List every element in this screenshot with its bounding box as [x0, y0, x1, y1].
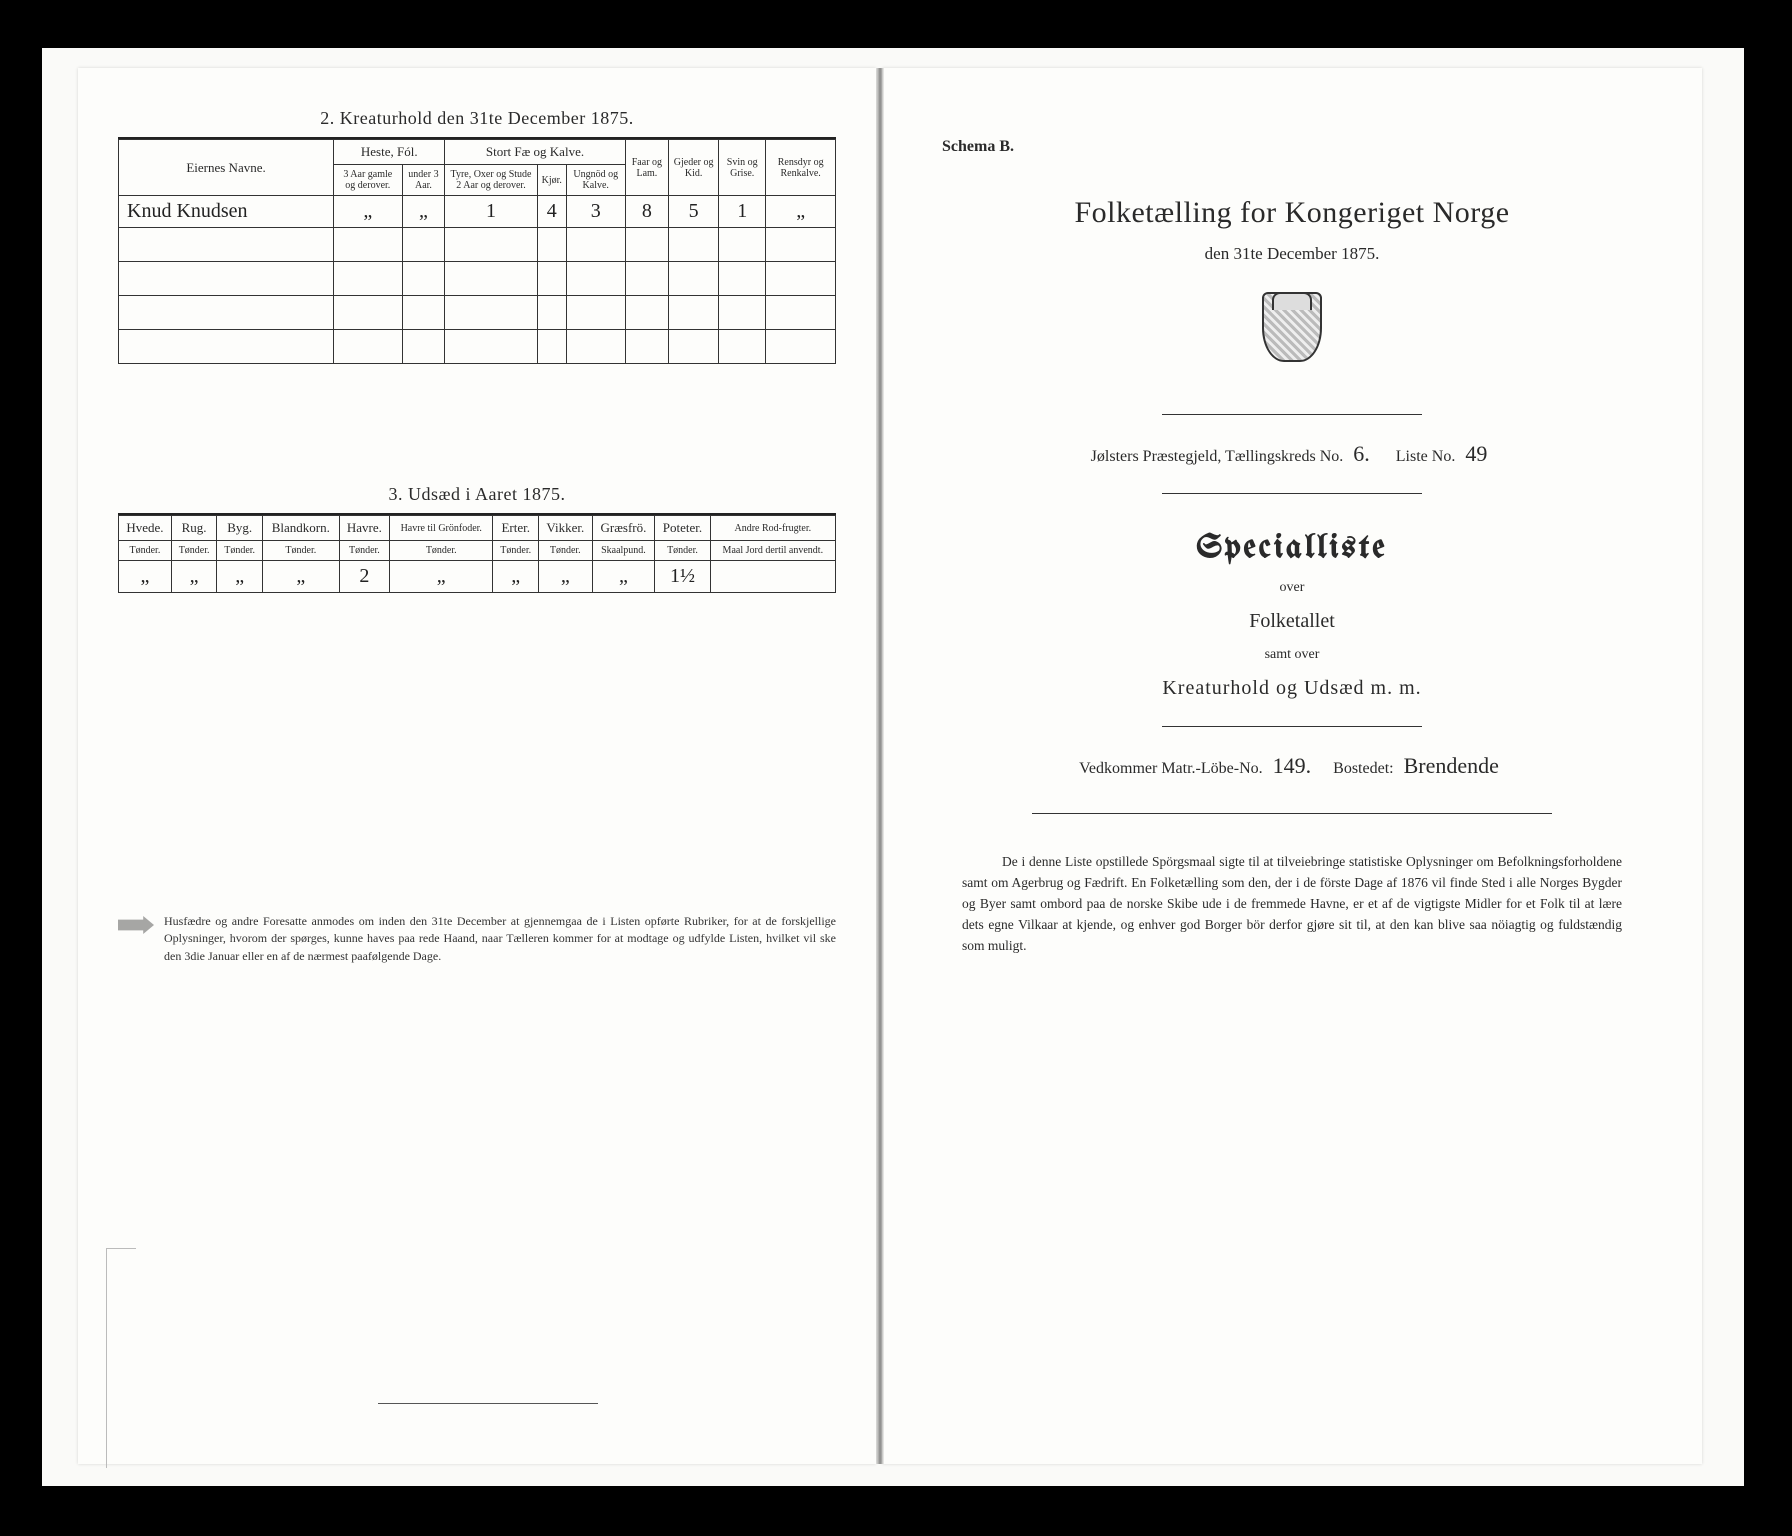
cell: 1	[445, 196, 537, 228]
cell	[710, 561, 835, 593]
cell: „	[493, 561, 539, 593]
col-c3: Ungnöd og Kalve.	[566, 165, 625, 196]
footnote-text: Husfædre og andre Foresatte anmodes om i…	[164, 913, 836, 965]
col: Græsfrö.	[592, 516, 655, 541]
left-page: 2. Kreaturhold den 31te December 1875. E…	[78, 68, 876, 1464]
col: Hvede.	[119, 516, 172, 541]
unit: Tønder.	[119, 541, 172, 561]
table-row	[119, 228, 836, 262]
col-h1: 3 Aar gamle og derover.	[334, 165, 402, 196]
cell: „	[402, 196, 445, 228]
right-page: Schema B. Folketælling for Kongeriget No…	[882, 68, 1702, 1464]
scan-background: 2. Kreaturhold den 31te December 1875. E…	[42, 48, 1744, 1486]
kreatur-label: Kreaturhold og Udsæd m. m.	[932, 677, 1652, 700]
folketallet-label: Folketallet	[932, 610, 1652, 633]
kreds-no: 6.	[1347, 441, 1376, 466]
cell: „	[217, 561, 263, 593]
col: Blandkorn.	[262, 516, 339, 541]
col-owners: Eiernes Navne.	[119, 140, 334, 196]
divider	[1032, 813, 1552, 814]
matr-no: 149.	[1267, 753, 1318, 778]
col-c1: Tyre, Oxer og Stude 2 Aar og derover.	[445, 165, 537, 196]
cell: 3	[566, 196, 625, 228]
cell: „	[766, 196, 836, 228]
table-row: „ „ „ „ 2 „ „ „ „ 1½	[119, 561, 836, 593]
table-row: Knud Knudsen „ „ 1 4 3 8 5 1 „	[119, 196, 836, 228]
cell: „	[119, 561, 172, 593]
col: Havre til Grönfoder.	[390, 516, 493, 541]
bosted-value: Brendende	[1398, 753, 1505, 778]
unit: Tønder.	[262, 541, 339, 561]
col: Byg.	[217, 516, 263, 541]
pointer-icon	[118, 916, 154, 934]
cell: 5	[669, 196, 719, 228]
unit: Tønder.	[493, 541, 539, 561]
col: Rug.	[171, 516, 217, 541]
unit: Tønder.	[217, 541, 263, 561]
district-prefix: Jølsters Præstegjeld, Tællingskreds No.	[1091, 448, 1344, 465]
cell: „	[171, 561, 217, 593]
bosted-prefix: Bostedet:	[1333, 760, 1393, 777]
footer-text: De i denne Liste opstillede Spörgsmaal s…	[962, 854, 1622, 953]
col-horses: Heste, Fól.	[334, 140, 445, 165]
cell: 1	[719, 196, 766, 228]
unit: Tønder.	[339, 541, 389, 561]
list-no: 49	[1459, 441, 1493, 466]
col-sheep: Faar og Lam.	[625, 140, 669, 196]
matr-prefix: Vedkommer Matr.-Löbe-No.	[1079, 760, 1263, 777]
unit: Skaalpund.	[592, 541, 655, 561]
unit: Maal Jord dertil anvendt.	[710, 541, 835, 561]
col: Poteter.	[655, 516, 710, 541]
section3-title: 3. Udsæd i Aaret 1875.	[118, 484, 836, 505]
cell: 8	[625, 196, 669, 228]
cell: 4	[537, 196, 566, 228]
cell: „	[390, 561, 493, 593]
divider	[1162, 726, 1422, 727]
col: Vikker.	[538, 516, 592, 541]
samt-label: samt over	[932, 647, 1652, 663]
census-subtitle: den 31te December 1875.	[932, 244, 1652, 264]
schema-label: Schema B.	[942, 138, 1652, 156]
book-gutter	[876, 68, 884, 1464]
owner-name: Knud Knudsen	[119, 196, 334, 228]
cell: „	[592, 561, 655, 593]
bottom-rule	[378, 1403, 598, 1404]
section2-title: 2. Kreaturhold den 31te December 1875.	[118, 108, 836, 129]
table-row	[119, 296, 836, 330]
udsaed-table: Hvede. Rug. Byg. Blandkorn. Havre. Havre…	[118, 515, 836, 593]
col-cattle: Stort Fæ og Kalve.	[445, 140, 625, 165]
col-c2: Kjør.	[537, 165, 566, 196]
kreaturhold-table: Eiernes Navne. Heste, Fól. Stort Fæ og K…	[118, 139, 836, 364]
table-row	[119, 330, 836, 364]
footer-paragraph: De i denne Liste opstillede Spörgsmaal s…	[962, 852, 1622, 957]
col: Havre.	[339, 516, 389, 541]
census-title: Folketælling for Kongeriget Norge	[932, 196, 1652, 230]
col-goats: Gjeder og Kid.	[669, 140, 719, 196]
unit: Tønder.	[171, 541, 217, 561]
list-prefix: Liste No.	[1396, 448, 1456, 465]
col-h2: under 3 Aar.	[402, 165, 445, 196]
col: Andre Rod-frugter.	[710, 516, 835, 541]
unit: Tønder.	[655, 541, 710, 561]
unit: Tønder.	[390, 541, 493, 561]
table-row	[119, 262, 836, 296]
cell: 2	[339, 561, 389, 593]
specialliste-title: Specialliste	[932, 530, 1652, 566]
coat-of-arms-icon	[1253, 292, 1331, 388]
footnote-block: Husfædre og andre Foresatte anmodes om i…	[118, 913, 836, 965]
over-label: over	[932, 580, 1652, 596]
cell: 1½	[655, 561, 710, 593]
matr-line: Vedkommer Matr.-Löbe-No. 149. Bostedet: …	[932, 753, 1652, 779]
col: Erter.	[493, 516, 539, 541]
col-pigs: Svin og Grise.	[719, 140, 766, 196]
cell: „	[334, 196, 402, 228]
cell: „	[538, 561, 592, 593]
page-stack-edge	[106, 1248, 136, 1468]
district-line: Jølsters Præstegjeld, Tællingskreds No. …	[932, 441, 1652, 467]
divider	[1162, 493, 1422, 494]
cell: „	[262, 561, 339, 593]
unit: Tønder.	[538, 541, 592, 561]
col-reindeer: Rensdyr og Renkalve.	[766, 140, 836, 196]
divider	[1162, 414, 1422, 415]
